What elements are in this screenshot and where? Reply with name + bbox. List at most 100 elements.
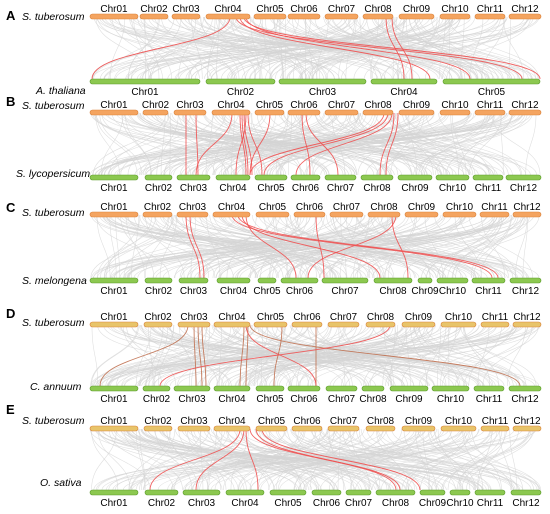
bottom-chromosome-label: Chr07 [328,394,356,405]
top-chromosome-label: Chr09 [405,416,433,427]
bottom-chromosome-label: Chr10 [446,498,474,509]
top-chromosome-label: Chr11 [477,100,504,111]
bottom-chromosome-label: Chr07 [327,183,355,194]
bottom-chromosome-bar [145,175,172,180]
top-chromosome-label: Chr05 [256,4,284,15]
top-species-label: S. tuberosum [22,317,85,329]
bottom-chromosome-bar [509,386,541,391]
top-chromosome-label: Chr06 [293,416,321,427]
bottom-chromosome-bar [361,175,393,180]
top-chromosome-label: Chr07 [328,4,356,15]
bottom-chromosome-label: Chr01 [131,87,159,98]
bottom-chromosome-label: Chr09 [401,183,429,194]
bottom-chromosome-bar [217,278,250,283]
bottom-chromosome-bar [177,175,210,180]
bottom-chromosome-bar [346,490,371,495]
bottom-chromosome-label: Chr06 [286,286,314,297]
bottom-chromosome-bar [436,175,469,180]
bottom-chromosome-label: Chr06 [292,183,320,194]
top-species-label: S. tuberosum [22,207,85,219]
bottom-chromosome-bar [390,386,428,391]
bottom-chromosome-label: Chr04 [390,87,418,98]
bottom-chromosome-label: Chr01 [100,183,128,194]
bottom-chromosome-label: Chr12 [510,183,538,194]
top-chromosome-label: Chr06 [296,202,324,213]
bottom-chromosome-bar [474,386,504,391]
top-chromosome-label: Chr06 [293,312,321,323]
bottom-chromosome-bar [376,490,415,495]
top-species-label: S. tuberosum [22,415,85,427]
bottom-chromosome-label: Chr10 [437,394,465,405]
bottom-chromosome-bar [226,490,264,495]
bottom-chromosome-label: Chr08 [382,498,410,509]
top-chromosome-label: Chr11 [482,312,509,323]
bottom-chromosome-bar [90,490,138,495]
bottom-chromosome-label: Chr07 [345,498,373,509]
bottom-chromosome-label: Chr04 [218,394,246,405]
bottom-species-label: O. sativa [40,477,82,489]
panel-letter: D [6,306,15,321]
bottom-chromosome-label: Chr12 [511,394,539,405]
bottom-chromosome-bar [398,175,432,180]
bottom-chromosome-bar [145,278,172,283]
top-chromosome-label: Chr07 [333,202,361,213]
bottom-chromosome-bar [473,175,503,180]
bottom-chromosome-label: Chr05 [257,183,285,194]
bottom-chromosome-label: Chr12 [512,498,540,509]
bottom-chromosome-bar [322,278,368,283]
bottom-chromosome-bar [145,490,178,495]
bottom-chromosome-bar [174,386,210,391]
top-chromosome-label: Chr05 [256,100,284,111]
top-chromosome-label: Chr11 [477,4,504,15]
bottom-chromosome-label: Chr02 [145,183,173,194]
top-chromosome-label: Chr09 [403,4,431,15]
bottom-chromosome-label: Chr10 [439,183,467,194]
bottom-species-label: S. melongena [22,275,87,287]
bottom-chromosome-label: Chr02 [143,394,171,405]
bottom-chromosome-bar [475,490,505,495]
top-chromosome-label: Chr01 [100,416,128,427]
bottom-chromosome-label: Chr05 [253,286,281,297]
bottom-chromosome-bar [90,278,138,283]
bottom-chromosome-bar [326,386,357,391]
top-chromosome-label: Chr12 [513,202,541,213]
top-chromosome-label: Chr10 [445,312,473,323]
bottom-chromosome-bar [312,490,341,495]
bottom-chromosome-bar [472,278,505,283]
bottom-chromosome-label: Chr01 [100,498,128,509]
bottom-chromosome-bar [255,175,287,180]
bottom-chromosome-label: Chr11 [475,286,502,297]
top-chromosome-label: Chr11 [481,202,508,213]
bottom-chromosome-label: Chr03 [180,183,208,194]
bottom-chromosome-label: Chr03 [180,286,208,297]
bottom-chromosome-label: Chr02 [227,87,255,98]
bottom-chromosome-bar [214,386,250,391]
bottom-chromosome-label: Chr09 [395,394,423,405]
bottom-chromosome-label: Chr06 [313,498,341,509]
top-chromosome-label: Chr07 [330,312,358,323]
top-chromosome-label: Chr03 [180,416,208,427]
bottom-chromosome-label: Chr05 [274,498,302,509]
top-chromosome-label: Chr04 [218,312,246,323]
top-chromosome-label: Chr08 [364,4,392,15]
bottom-chromosome-bar [437,278,468,283]
top-chromosome-label: Chr01 [100,100,128,111]
top-chromosome-label: Chr04 [214,4,242,15]
bottom-chromosome-bar [510,278,541,283]
bottom-chromosome-bar [432,386,469,391]
bottom-chromosome-label: Chr11 [476,394,503,405]
bottom-chromosome-bar [511,490,541,495]
panel-letter: A [6,8,16,23]
top-chromosome-label: Chr02 [144,312,172,323]
bottom-chromosome-bar [279,79,366,84]
bottom-chromosome-bar [443,79,540,84]
bottom-chromosome-label: Chr08 [359,394,387,405]
top-chromosome-label: Chr02 [142,100,170,111]
bottom-chromosome-bar [216,175,250,180]
bottom-chromosome-bar [281,278,318,283]
panel-letter: B [6,94,15,109]
bottom-chromosome-bar [90,79,200,84]
